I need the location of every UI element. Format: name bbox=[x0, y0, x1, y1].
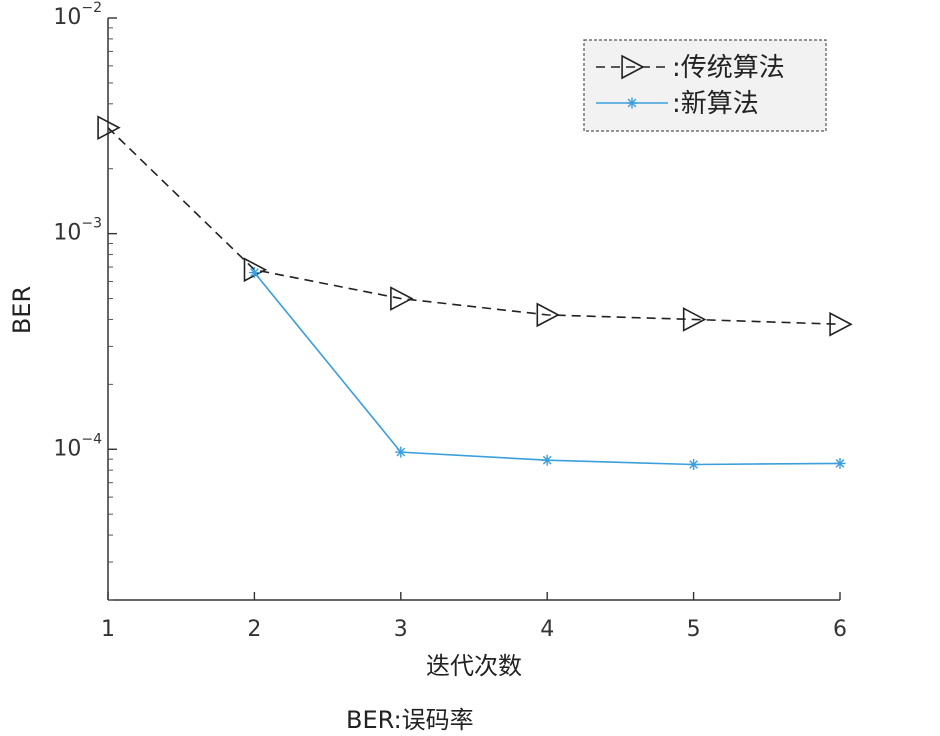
series-line-1 bbox=[107, 127, 841, 326]
series-group bbox=[97, 115, 853, 470]
x-tick-label: 1 bbox=[101, 617, 115, 642]
star-stroke bbox=[689, 460, 698, 469]
y-tick-label: 10−3 bbox=[53, 216, 102, 246]
legend-marker-1 bbox=[621, 54, 645, 80]
star-marker bbox=[688, 458, 700, 470]
x-tick-label: 3 bbox=[394, 617, 408, 642]
series-point-1 bbox=[682, 307, 707, 332]
star-stroke bbox=[835, 459, 845, 468]
y-tick-label: 10−4 bbox=[53, 431, 102, 461]
y-axis-title: BER bbox=[8, 286, 36, 334]
x-tick-label: 6 bbox=[833, 617, 847, 642]
series-point-1 bbox=[829, 311, 853, 337]
legend-marker-2 bbox=[626, 97, 638, 109]
x-ticks: 1 2 3 4 5 6 bbox=[101, 592, 847, 642]
star-stroke bbox=[250, 268, 259, 277]
svg-text:BER:误码率: BER:误码率 bbox=[346, 706, 474, 734]
caption: BER:误码率 bbox=[346, 706, 474, 734]
star-marker bbox=[626, 97, 638, 109]
legend-label-2: :新算法 bbox=[672, 89, 759, 119]
x-axis-title: 迭代次数 bbox=[426, 652, 522, 680]
series-point-2 bbox=[541, 454, 553, 466]
y-tick-label: 10−2 bbox=[53, 0, 102, 30]
x-tick-label: 5 bbox=[687, 617, 701, 642]
legend: :传统算法 :新算法 bbox=[583, 39, 827, 132]
legend-box bbox=[583, 39, 827, 132]
series-point-1 bbox=[390, 286, 414, 311]
star-marker bbox=[834, 457, 846, 469]
caption-text: 误码率 bbox=[402, 706, 474, 734]
star-marker bbox=[248, 267, 260, 279]
axes bbox=[107, 18, 840, 601]
series-point-2 bbox=[688, 458, 700, 470]
series-point-1 bbox=[536, 302, 560, 328]
legend-label-1: :传统算法 bbox=[672, 53, 785, 83]
series-point-2 bbox=[248, 267, 260, 279]
caption-abbr: BER bbox=[346, 706, 394, 734]
y-ticks: 10−2 10−3 10−4 bbox=[53, 0, 117, 601]
star-marker bbox=[395, 446, 407, 458]
caption-sep: : bbox=[394, 706, 402, 734]
series-point-2 bbox=[834, 457, 846, 469]
star-stroke bbox=[542, 455, 552, 465]
x-tick-label: 2 bbox=[247, 617, 261, 642]
series-point-2 bbox=[395, 446, 407, 458]
star-stroke bbox=[627, 98, 637, 108]
x-tick-label: 4 bbox=[540, 617, 554, 642]
star-marker bbox=[541, 454, 553, 466]
star-stroke bbox=[396, 447, 406, 457]
series-point-1 bbox=[97, 115, 121, 141]
